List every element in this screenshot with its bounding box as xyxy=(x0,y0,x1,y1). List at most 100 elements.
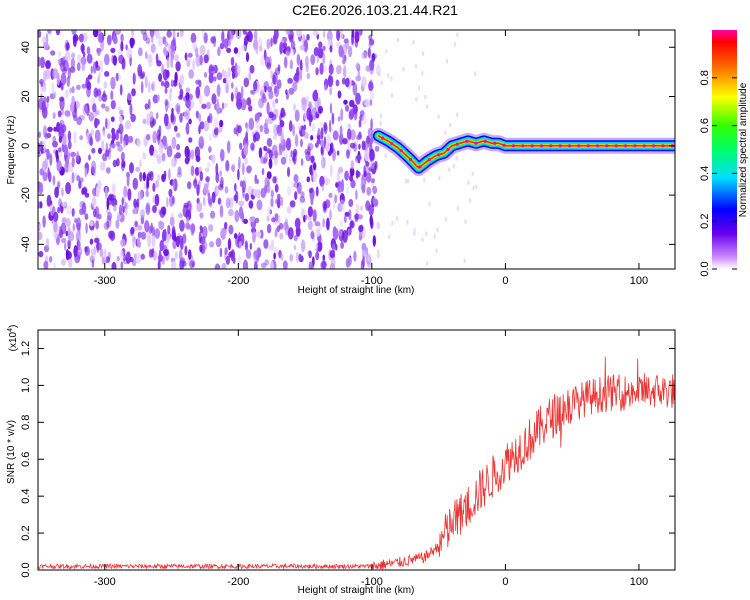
noise-blob xyxy=(40,56,45,69)
noise-blob xyxy=(58,50,61,58)
noise-blob xyxy=(135,252,142,264)
noise-blob xyxy=(110,90,114,100)
noise-blob xyxy=(329,45,333,53)
noise-blob xyxy=(69,178,73,184)
noise-blob xyxy=(363,98,369,107)
noise-blob xyxy=(266,185,271,194)
noise-blob xyxy=(350,179,356,189)
noise-blob xyxy=(249,242,253,250)
noise-blob xyxy=(288,120,293,132)
noise-blob xyxy=(226,47,232,54)
noise-blob xyxy=(174,71,178,84)
noise-blob xyxy=(370,118,373,131)
x-tick-label: -100 xyxy=(361,576,383,588)
noise-blob xyxy=(294,217,301,229)
noise-blob xyxy=(444,130,447,136)
noise-blob xyxy=(225,74,232,84)
noise-blob xyxy=(174,125,178,132)
noise-blob xyxy=(163,113,169,127)
noise-blob xyxy=(319,62,324,75)
noise-blob xyxy=(158,221,165,230)
noise-blob xyxy=(289,200,296,208)
y-tick-label: 0.8 xyxy=(20,415,32,430)
noise-blob xyxy=(379,120,382,126)
noise-blob xyxy=(105,117,108,129)
noise-blob xyxy=(391,220,394,226)
noise-blob xyxy=(260,187,267,199)
noise-blob xyxy=(322,52,326,65)
noise-blob xyxy=(158,141,164,155)
noise-blob xyxy=(248,117,255,131)
noise-blob xyxy=(202,226,208,239)
noise-blob xyxy=(263,239,269,249)
noise-blob xyxy=(110,47,116,54)
noise-blob xyxy=(107,211,113,221)
noise-blob xyxy=(72,33,79,42)
noise-blob xyxy=(179,74,185,86)
spectrogram-y-ticks: -40 -20 0 20 40 xyxy=(20,41,675,252)
noise-blob xyxy=(314,142,319,148)
noise-blob xyxy=(221,30,225,44)
noise-blob xyxy=(224,82,230,94)
noise-blob xyxy=(343,65,347,79)
noise-blob xyxy=(176,32,180,38)
noise-blob xyxy=(119,249,124,261)
noise-blob xyxy=(158,73,163,82)
noise-blob xyxy=(299,69,303,81)
noise-blob xyxy=(115,30,121,35)
noise-blob xyxy=(355,75,362,82)
noise-blob xyxy=(130,226,135,235)
noise-blob xyxy=(137,231,142,239)
noise-blob xyxy=(137,64,143,77)
noise-blob xyxy=(303,124,307,131)
noise-blob xyxy=(417,85,421,91)
noise-blob xyxy=(306,176,311,183)
noise-blob xyxy=(166,56,170,69)
noise-blob xyxy=(99,134,102,141)
noise-blob xyxy=(324,199,331,209)
noise-blob xyxy=(233,194,237,201)
noise-blob xyxy=(185,92,190,101)
noise-blob xyxy=(330,164,333,178)
noise-blob xyxy=(95,242,102,251)
noise-blob xyxy=(97,213,102,220)
ridge-peak xyxy=(465,139,469,143)
noise-blob xyxy=(349,99,355,108)
noise-blob xyxy=(196,183,200,196)
noise-blob xyxy=(166,197,169,208)
noise-blob xyxy=(259,124,264,133)
noise-blob xyxy=(106,220,110,229)
noise-blob xyxy=(69,87,72,94)
noise-blob xyxy=(266,101,270,115)
noise-blob xyxy=(279,232,284,240)
y-tick-label: 20 xyxy=(20,90,32,102)
noise-blob xyxy=(282,42,288,49)
noise-blob xyxy=(92,30,99,38)
noise-blob xyxy=(176,105,181,115)
noise-blob xyxy=(175,152,181,159)
noise-blob xyxy=(120,158,125,172)
noise-blob xyxy=(50,50,56,56)
noise-blob xyxy=(142,171,146,182)
noise-blob xyxy=(315,251,320,261)
noise-blob xyxy=(163,228,167,242)
noise-blob xyxy=(53,220,58,233)
noise-blob xyxy=(63,242,67,251)
noise-blob xyxy=(343,99,348,105)
noise-blob xyxy=(108,230,114,239)
noise-blob xyxy=(348,45,353,58)
colorbar-tick-label: 0.6 xyxy=(699,118,711,133)
noise-blob xyxy=(463,258,466,264)
colorbar: 0.0 0.2 0.4 0.6 0.8 Normalized spectral ampl… xyxy=(699,30,749,277)
noise-blob xyxy=(142,32,148,42)
noise-blob xyxy=(293,244,297,251)
noise-blob xyxy=(467,180,470,186)
noise-blob xyxy=(373,198,379,207)
noise-blob xyxy=(53,126,58,132)
noise-blob xyxy=(318,107,322,114)
noise-blob xyxy=(147,235,152,248)
noise-blob xyxy=(190,32,197,44)
noise-blob xyxy=(80,56,87,66)
noise-blob xyxy=(219,42,225,50)
noise-blob xyxy=(348,199,354,207)
